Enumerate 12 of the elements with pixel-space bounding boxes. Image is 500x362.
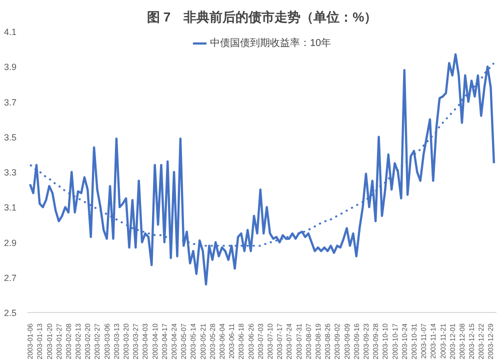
- y-tick-label: 3.1: [4, 202, 17, 213]
- y-tick-label: 2.7: [4, 272, 17, 283]
- y-tick-label: 2.9: [4, 238, 17, 248]
- line-series: [28, 53, 496, 286]
- y-tick-label: 3.3: [4, 168, 17, 178]
- legend-label: 中债国债到期收益率：10年: [210, 36, 332, 50]
- y-tick-label: 3.7: [4, 97, 17, 108]
- y-tick-label: 3.5: [4, 132, 17, 142]
- y-tick-label: 3.9: [4, 62, 17, 72]
- y-tick-label: 4.1: [4, 27, 17, 37]
- y-tick-label: 2.5: [4, 308, 17, 318]
- chart-title: 图 7 非典前后的债市走势（单位：%）: [146, 10, 378, 24]
